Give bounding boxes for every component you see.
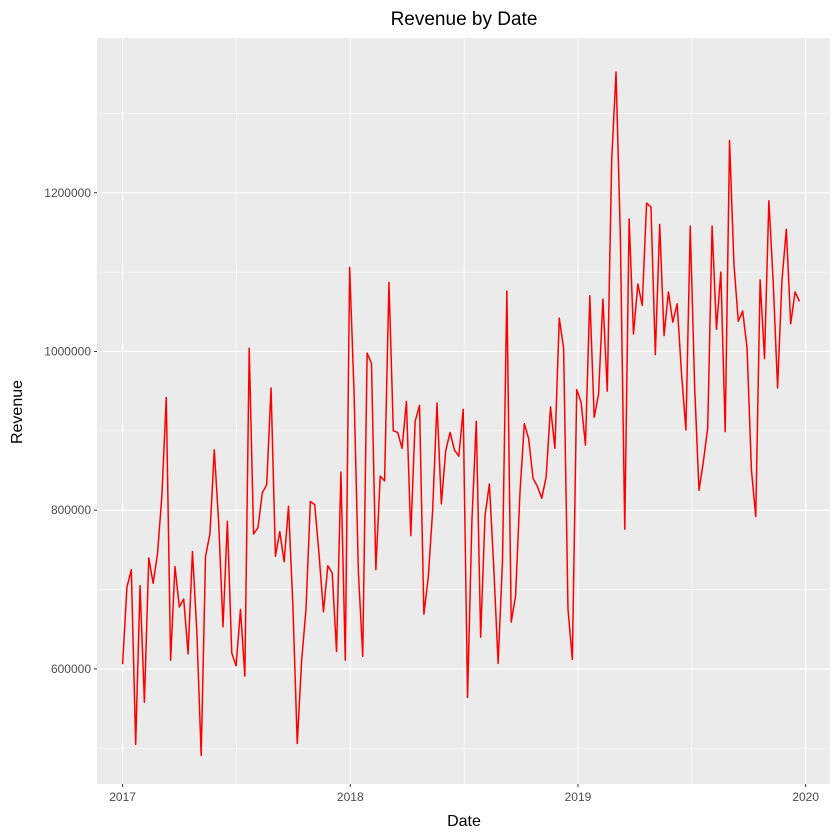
x-axis: 2017 2018 2019 2020 (109, 784, 819, 804)
y-tick-label: 1200000 (44, 186, 91, 200)
y-tick-label: 1000000 (44, 344, 91, 358)
y-tick-label: 600000 (51, 662, 91, 676)
revenue-series-line (121, 71, 801, 757)
x-tick-label: 2017 (109, 790, 136, 804)
y-axis-title: Revenue (9, 380, 26, 444)
chart-title: Revenue by Date (391, 9, 538, 30)
major-gridlines (97, 38, 830, 784)
y-axis: 600000 800000 1000000 1200000 (44, 186, 97, 676)
x-tick-label: 2019 (565, 790, 592, 804)
x-axis-title: Date (447, 813, 481, 830)
x-tick-label: 2020 (792, 790, 819, 804)
series-layer (121, 71, 801, 757)
x-tick-label: 2018 (337, 790, 364, 804)
y-tick-label: 800000 (51, 503, 91, 517)
